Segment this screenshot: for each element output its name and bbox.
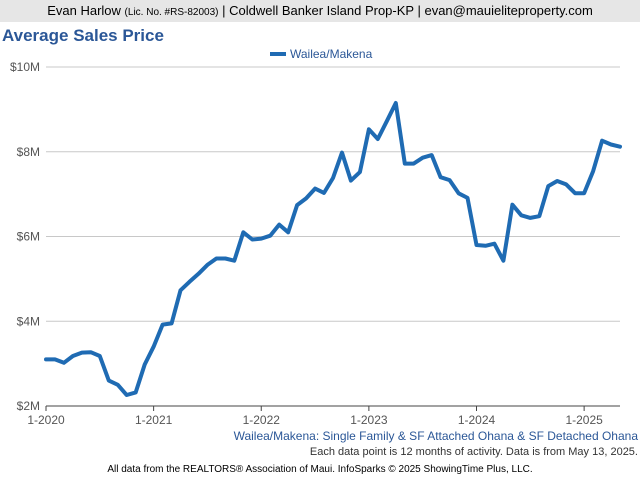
y-tick-label: $6M (17, 230, 40, 244)
y-tick-label: $8M (17, 145, 40, 159)
chart-grid (46, 66, 620, 407)
x-tick-label: 1-2022 (243, 413, 281, 427)
agent-brokerage: | Coldwell Banker Island Prop-KP | (222, 3, 421, 18)
chart-axes: $2M $4M $6M $8M $10M 1-2020 1-2021 1-2022 1-2023… (10, 60, 603, 427)
x-tick-label: 1-2023 (350, 413, 388, 427)
chart-title: Average Sales Price (2, 26, 164, 45)
footer-credit: All data from the REALTORS® Association … (107, 464, 533, 475)
chart-series (44, 101, 622, 397)
chart-legend: Wailea/Makena (270, 47, 373, 61)
y-tick-label: $10M (10, 60, 40, 74)
x-tick-label: 1-2021 (135, 413, 173, 427)
x-tick-label: 1-2020 (27, 413, 65, 427)
y-tick-label: $2M (17, 399, 40, 413)
x-tick-label: 1-2024 (458, 413, 496, 427)
chart-subtitle: Wailea/Makena: Single Family & SF Attach… (233, 429, 638, 443)
agent-header-bar: Evan Harlow (Lic. No. #RS-82003) | Coldw… (0, 0, 640, 22)
agent-license: (Lic. No. #RS-82003) (124, 7, 219, 18)
series-line-wailea-makena[interactable] (44, 101, 622, 397)
agent-email[interactable]: evan@mauieliteproperty.com (424, 3, 593, 18)
x-tick-label: 1-2025 (565, 413, 603, 427)
chart-note: Each data point is 12 months of activity… (309, 446, 638, 458)
legend-label[interactable]: Wailea/Makena (290, 47, 373, 61)
y-tick-label: $4M (17, 314, 40, 328)
agent-name: Evan Harlow (47, 3, 121, 18)
